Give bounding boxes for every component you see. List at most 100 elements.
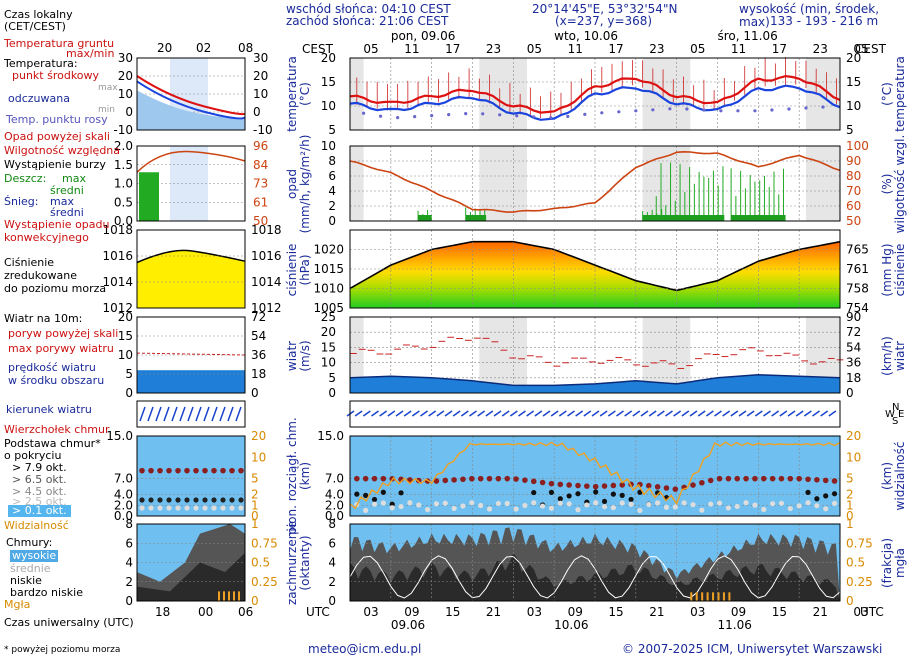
legend-vis-tick: 5 <box>251 472 259 486</box>
legend-rain-max: max <box>62 172 86 185</box>
wind-kmh-tick: 54 <box>846 340 861 354</box>
legend-storm: Wystąpienie burzy <box>4 158 106 171</box>
legend-wind-arrow <box>155 406 162 422</box>
contact-email[interactable]: meteo@icm.edu.pl <box>308 642 422 656</box>
legend-wind-title: Wiatr na 10m: <box>4 312 83 325</box>
legend-precip-frame <box>136 145 246 222</box>
legend-cloud-base-1: Podstawa chmur* <box>4 437 101 450</box>
cloud-base-light-dot <box>363 507 369 513</box>
legend-precip-tick: 1.0 <box>114 177 133 191</box>
dew-point-dot <box>719 109 723 113</box>
height-values: 133 - 193 - 216 m <box>770 14 879 28</box>
legend-local-tick: 20 <box>157 41 172 55</box>
footnote: * powyżej poziomu morza <box>4 645 121 655</box>
cloud-base-light-dot <box>770 501 776 507</box>
legend-cloud-top: Wierzchołek chmur <box>4 423 110 436</box>
dew-point-dot <box>685 107 689 111</box>
legend-wind-arrow <box>227 406 234 422</box>
cloud-base-light-dot <box>628 501 634 507</box>
cloud-top-dot <box>539 479 546 486</box>
bottom-tz-label: UTC <box>306 605 330 619</box>
dew-point-dot <box>396 116 400 120</box>
legend-pressure-tick-right: 1012 <box>251 301 282 315</box>
legend-top-dot <box>202 467 208 474</box>
legend-top-dot <box>148 467 154 474</box>
dew-point-dot <box>600 111 604 115</box>
temp-axis-right-unit: (°C) <box>880 82 894 106</box>
precip-tick: 6 <box>328 169 336 183</box>
legend-cloud-tick: 0.0 <box>114 509 133 523</box>
cloud-panel <box>349 435 841 517</box>
cloud-base-light-dot <box>672 504 678 510</box>
cloud-base-light-dot <box>513 506 519 512</box>
legend-precip-tick: 1.5 <box>114 158 133 172</box>
wind-arrow <box>575 410 584 417</box>
dew-point-dot <box>413 115 417 119</box>
legend-humidity-tick: 73 <box>253 177 268 191</box>
cloud-top-dot <box>451 477 457 483</box>
legend-vis-tick: 20 <box>251 429 266 443</box>
cloud-base-light-dot <box>451 505 457 512</box>
cloud-top-dot <box>442 477 449 484</box>
cloud-top-dot <box>380 475 387 482</box>
wind-arrow <box>746 410 755 417</box>
top-tz-label: CEST <box>302 42 334 56</box>
dew-point-dot <box>787 107 791 111</box>
wind-arrow <box>485 410 494 417</box>
top-hour-tick: 05 <box>363 42 378 56</box>
cover-tick: 8 <box>328 517 336 531</box>
cloud-base-dot <box>548 489 555 495</box>
legend-base-dot <box>193 497 199 503</box>
top-hour-tick: 11 <box>568 42 583 56</box>
legend-fog-tick: 0.75 <box>251 536 278 550</box>
temp-tick-left: 20 <box>321 51 336 65</box>
wind-axis-left-title: wiatr <box>285 341 299 371</box>
legend-local-time: Czas lokalny <box>4 8 73 21</box>
fog-bar <box>728 592 731 601</box>
legend-wind-tick: 10 <box>118 348 133 362</box>
fog-tick: 1 <box>846 517 854 531</box>
wind-arrow <box>526 410 535 417</box>
legend-base-dot <box>184 497 190 503</box>
fog-tick: 0.5 <box>846 556 865 570</box>
wind-arrow <box>452 410 461 417</box>
cloud-base-light-dot <box>716 500 723 506</box>
wind-arrow <box>493 410 502 417</box>
top-hour-tick: 05 <box>853 42 868 56</box>
cloud-base-light-dot <box>548 505 555 511</box>
bottom-hour-tick: 15 <box>608 605 623 619</box>
legend-base-light-dot <box>139 505 145 511</box>
cloud-base-light-dot <box>690 502 696 508</box>
fog-bar <box>722 592 725 601</box>
legend-wind-arrow <box>187 406 194 422</box>
top-hour-tick: 05 <box>527 42 542 56</box>
cover-panel <box>349 523 841 602</box>
top-tz-right: CEST <box>855 42 887 56</box>
legend-fog-bar <box>238 591 240 601</box>
legend-pressure-frame <box>136 229 246 309</box>
legend-base-dot <box>139 497 145 503</box>
cloud-base-light-dot <box>831 500 838 506</box>
legend-pressure-tick-right: 1014 <box>251 275 282 289</box>
humidity-tick: 90 <box>846 154 861 168</box>
legend-wind-arrow <box>235 406 242 422</box>
visibility-tick: 2 <box>846 488 854 502</box>
legend-wind-arrow <box>203 406 210 422</box>
coordinates: 20°14'45"E, 53°32'54"N <box>532 2 678 16</box>
temp-tick-right: 20 <box>846 51 861 65</box>
cloud-base-dot <box>531 489 537 496</box>
legend-temp-tick-right: -10 <box>253 123 273 137</box>
cloud-base-light-dot <box>619 500 625 506</box>
compass-n: N <box>892 402 899 413</box>
cover-tick: 6 <box>328 536 336 550</box>
legend-top-dot <box>139 467 145 474</box>
wind-arrow <box>771 410 780 417</box>
cloud-base-light-dot <box>566 501 572 507</box>
legend-temp-tick: -10 <box>113 123 133 137</box>
wind-arrow <box>428 410 437 417</box>
bottom-day-label: 10.06 <box>554 618 588 632</box>
cloud-base-light-dot <box>699 507 705 513</box>
cloud-top-dot <box>822 477 829 484</box>
legend-rain-mid: średni <box>50 184 84 197</box>
